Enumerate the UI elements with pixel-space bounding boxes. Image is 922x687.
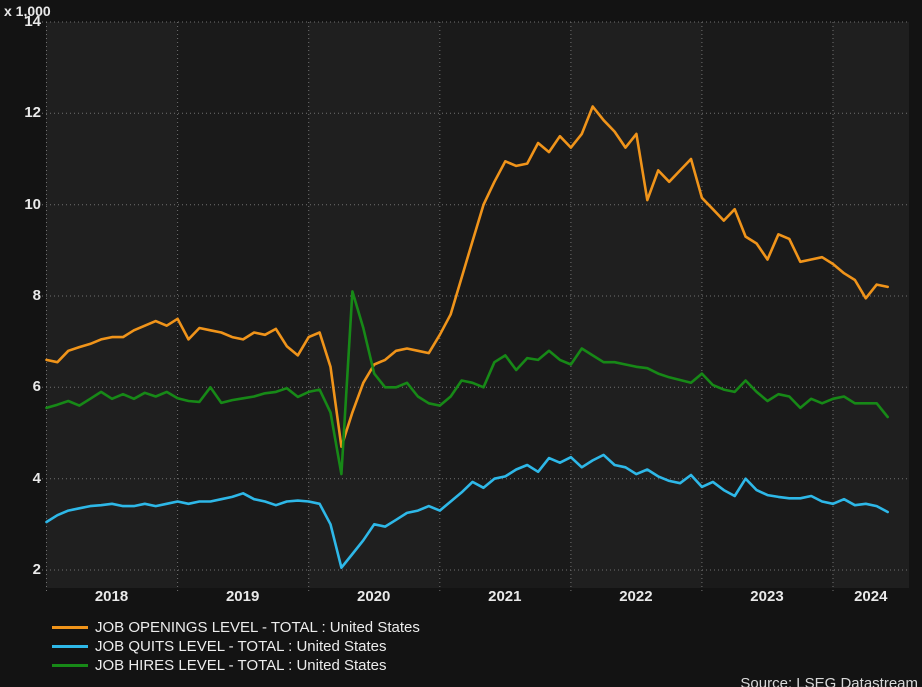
y-tick-label-8: 8 bbox=[32, 287, 41, 304]
chart-svg bbox=[42, 21, 909, 594]
plot-area bbox=[42, 21, 909, 594]
year-band-2018 bbox=[46, 22, 178, 588]
y-tick-label-6: 6 bbox=[32, 378, 41, 396]
year-band-2024 bbox=[832, 22, 909, 588]
source-label: Source: LSEG Datastream bbox=[740, 675, 918, 687]
legend-label: JOB HIRES LEVEL - TOTAL : United States bbox=[95, 657, 387, 674]
x-tick-label-2023: 2023 bbox=[750, 588, 784, 605]
series-line-openings bbox=[45, 105, 890, 449]
series-line-quits bbox=[45, 453, 890, 570]
y-tick-label-10: 10 bbox=[24, 195, 41, 213]
series-line-hires bbox=[45, 290, 890, 476]
y-tick-label-2: 2 bbox=[32, 561, 41, 578]
x-tick-label-2018: 2018 bbox=[94, 588, 129, 605]
year-band-2022 bbox=[570, 22, 702, 588]
legend-item-2: JOB HIRES LEVEL - TOTAL : United States bbox=[52, 656, 420, 675]
legend-line-swatch bbox=[52, 645, 88, 648]
x-tick-label-2024: 2024 bbox=[854, 588, 888, 605]
legend-label: JOB QUITS LEVEL - TOTAL : United States bbox=[95, 638, 387, 655]
y-tick-label-12: 12 bbox=[24, 104, 41, 122]
year-band-2023 bbox=[701, 22, 833, 588]
x-tick-label-2019: 2019 bbox=[225, 588, 260, 605]
legend-line-swatch bbox=[52, 626, 88, 629]
year-band-2021 bbox=[439, 22, 571, 588]
year-band-2020 bbox=[308, 22, 440, 588]
x-tick-label-2022: 2022 bbox=[619, 588, 653, 605]
x-tick-label-2021: 2021 bbox=[488, 588, 522, 605]
legend-item-0: JOB OPENINGS LEVEL - TOTAL : United Stat… bbox=[52, 618, 420, 637]
y-axis-unit-label: x 1,000 bbox=[4, 3, 51, 19]
legend-label: JOB OPENINGS LEVEL - TOTAL : United Stat… bbox=[95, 619, 420, 636]
x-tick-label-2020: 2020 bbox=[357, 588, 391, 605]
y-tick-label-4: 4 bbox=[32, 469, 41, 487]
legend: JOB OPENINGS LEVEL - TOTAL : United Stat… bbox=[52, 618, 420, 675]
legend-line-swatch bbox=[52, 664, 88, 667]
y-tick-label-14: 14 bbox=[24, 13, 41, 30]
legend-item-1: JOB QUITS LEVEL - TOTAL : United States bbox=[52, 637, 420, 656]
